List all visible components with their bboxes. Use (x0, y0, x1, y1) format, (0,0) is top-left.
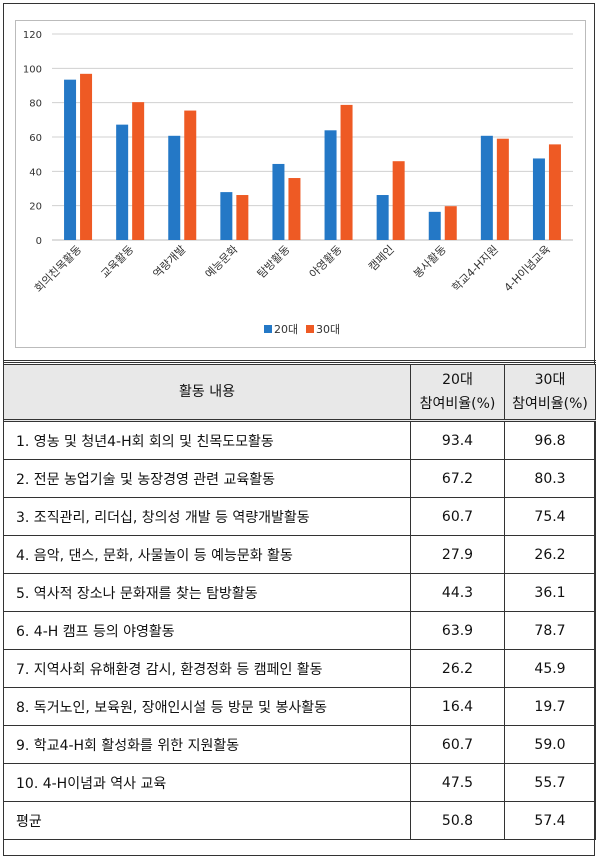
x-tick-label: 야영활동 (306, 242, 345, 281)
value-20s-cell: 63.9 (410, 611, 505, 650)
value-20s-cell: 16.4 (410, 687, 505, 726)
bar-30s (236, 195, 249, 240)
value-20s-cell: 60.7 (410, 497, 505, 536)
y-tick-label: 20 (29, 202, 42, 213)
legend-swatch (306, 325, 314, 333)
divider (3, 360, 596, 363)
legend-label: 30대 (316, 323, 340, 336)
activity-cell: 4. 음악, 댄스, 문화, 사물놀이 등 예능문화 활동 (3, 535, 411, 574)
value-20s-cell: 60.7 (410, 725, 505, 764)
bar-20s (428, 211, 441, 240)
bar-30s (132, 102, 145, 240)
bar-chart: 0 20 40 60 80 100 120 회의친목활동 교육활동 역량개발 예능문화 탐방활동 야영활… (15, 20, 586, 348)
x-tick-label: 캠페인 (366, 243, 397, 274)
table-row: 7. 지역사회 유해환경 감시, 환경정화 등 캠페인 활동 26.2 45.9 (3, 649, 596, 688)
header-activity: 활동 내용 (3, 364, 411, 422)
y-tick-label: 60 (29, 133, 42, 144)
bar-20s (272, 163, 285, 240)
bar-30s (288, 178, 301, 240)
activity-cell: 1. 영농 및 청년4-H회 회의 및 친목도모활동 (3, 420, 411, 460)
x-tick-label: 학교4-H지원 (450, 243, 501, 294)
table-row: 평균 50.8 57.4 (3, 801, 596, 840)
value-20s-cell: 44.3 (410, 573, 505, 612)
value-20s-cell: 67.2 (410, 459, 505, 498)
y-tick-label: 100 (23, 64, 42, 75)
bar-20s (324, 130, 337, 240)
value-30s-cell: 55.7 (504, 763, 596, 802)
bar-20s (480, 135, 493, 240)
y-tick-label: 0 (36, 236, 42, 247)
value-20s-cell: 27.9 (410, 535, 505, 574)
table-row: 4. 음악, 댄스, 문화, 사물놀이 등 예능문화 활동 27.9 26.2 (3, 535, 596, 574)
table-row: 6. 4-H 캠프 등의 야영활동 63.9 78.7 (3, 611, 596, 650)
activity-cell: 6. 4-H 캠프 등의 야영활동 (3, 611, 411, 650)
x-tick-label: 봉사활동 (410, 242, 449, 281)
bar-30s (340, 104, 353, 240)
value-30s-cell: 78.7 (504, 611, 596, 650)
y-tick-label: 40 (29, 167, 42, 178)
value-30s-cell: 45.9 (504, 649, 596, 688)
table-row: 10. 4-H이념과 역사 교육 47.5 55.7 (3, 763, 596, 802)
bar-30s (184, 110, 197, 241)
header-20s-line2: 참여비율(%) (419, 396, 496, 412)
x-tick-label: 교육활동 (98, 242, 137, 281)
x-tick-label: 탐방활동 (254, 242, 293, 281)
bar-20s (116, 124, 129, 240)
y-tick-label: 80 (29, 99, 42, 110)
value-30s-cell: 26.2 (504, 535, 596, 574)
value-30s-cell: 80.3 (504, 459, 596, 498)
x-tick-label: 회의친목활동 (31, 242, 84, 295)
header-30s-line1: 30대 (534, 372, 566, 388)
activity-cell: 10. 4-H이념과 역사 교육 (3, 763, 411, 802)
y-tick-label: 120 (23, 30, 42, 41)
value-30s-cell: 19.7 (504, 687, 596, 726)
table-row: 3. 조직관리, 리더십, 창의성 개발 등 역량개발활동 60.7 75.4 (3, 497, 596, 536)
bar-20s (532, 158, 545, 240)
bar-20s (168, 135, 181, 240)
table-row: 1. 영농 및 청년4-H회 회의 및 친목도모활동 93.4 96.8 (3, 420, 596, 460)
activity-cell: 9. 학교4-H회 활성화를 위한 지원활동 (3, 725, 411, 764)
value-20s-cell: 47.5 (410, 763, 505, 802)
table-row: 5. 역사적 장소나 문화재를 찾는 탐방활동 44.3 36.1 (3, 573, 596, 612)
activity-cell: 3. 조직관리, 리더십, 창의성 개발 등 역량개발활동 (3, 497, 411, 536)
x-tick-label: 예능문화 (203, 243, 241, 281)
x-tick-label: 역량개발 (151, 243, 189, 281)
value-30s-cell: 57.4 (504, 801, 596, 840)
bar-30s (392, 161, 405, 240)
header-30s-line2: 참여비율(%) (512, 396, 588, 412)
bar-20s (376, 195, 389, 240)
bar-30s (496, 138, 509, 240)
header-20s-line1: 20대 (442, 372, 473, 388)
table-row: 2. 전문 농업기술 및 농장경영 관련 교육활동 67.2 80.3 (3, 459, 596, 498)
activity-cell: 5. 역사적 장소나 문화재를 찾는 탐방활동 (3, 573, 411, 612)
bar-20s (64, 79, 77, 240)
x-tick-label: 4-H이념교육 (502, 243, 553, 294)
activity-cell: 2. 전문 농업기술 및 농장경영 관련 교육활동 (3, 459, 411, 498)
value-20s-cell: 50.8 (410, 801, 505, 840)
value-30s-cell: 96.8 (504, 420, 596, 460)
value-30s-cell: 75.4 (504, 497, 596, 536)
bar-30s (548, 144, 561, 240)
legend-swatch (264, 325, 272, 333)
value-20s-cell: 93.4 (410, 420, 505, 460)
bar-30s (444, 206, 457, 240)
value-30s-cell: 59.0 (504, 725, 596, 764)
value-20s-cell: 26.2 (410, 649, 505, 688)
table-row: 8. 독거노인, 보육원, 장애인시설 등 방문 및 봉사활동 16.4 19.7 (3, 687, 596, 726)
legend-label: 20대 (274, 323, 298, 336)
chart-svg: 0 20 40 60 80 100 120 회의친목활동 교육활동 역량개발 예능문화 탐방활동 야영활… (23, 30, 573, 336)
bar-30s (80, 73, 93, 241)
activity-cell: 평균 (3, 801, 411, 840)
activity-cell: 8. 독거노인, 보육원, 장애인시설 등 방문 및 봉사활동 (3, 687, 411, 726)
activity-cell: 7. 지역사회 유해환경 감시, 환경정화 등 캠페인 활동 (3, 649, 411, 688)
table-row: 9. 학교4-H회 활성화를 위한 지원활동 60.7 59.0 (3, 725, 596, 764)
bar-20s (220, 192, 233, 240)
value-30s-cell: 36.1 (504, 573, 596, 612)
